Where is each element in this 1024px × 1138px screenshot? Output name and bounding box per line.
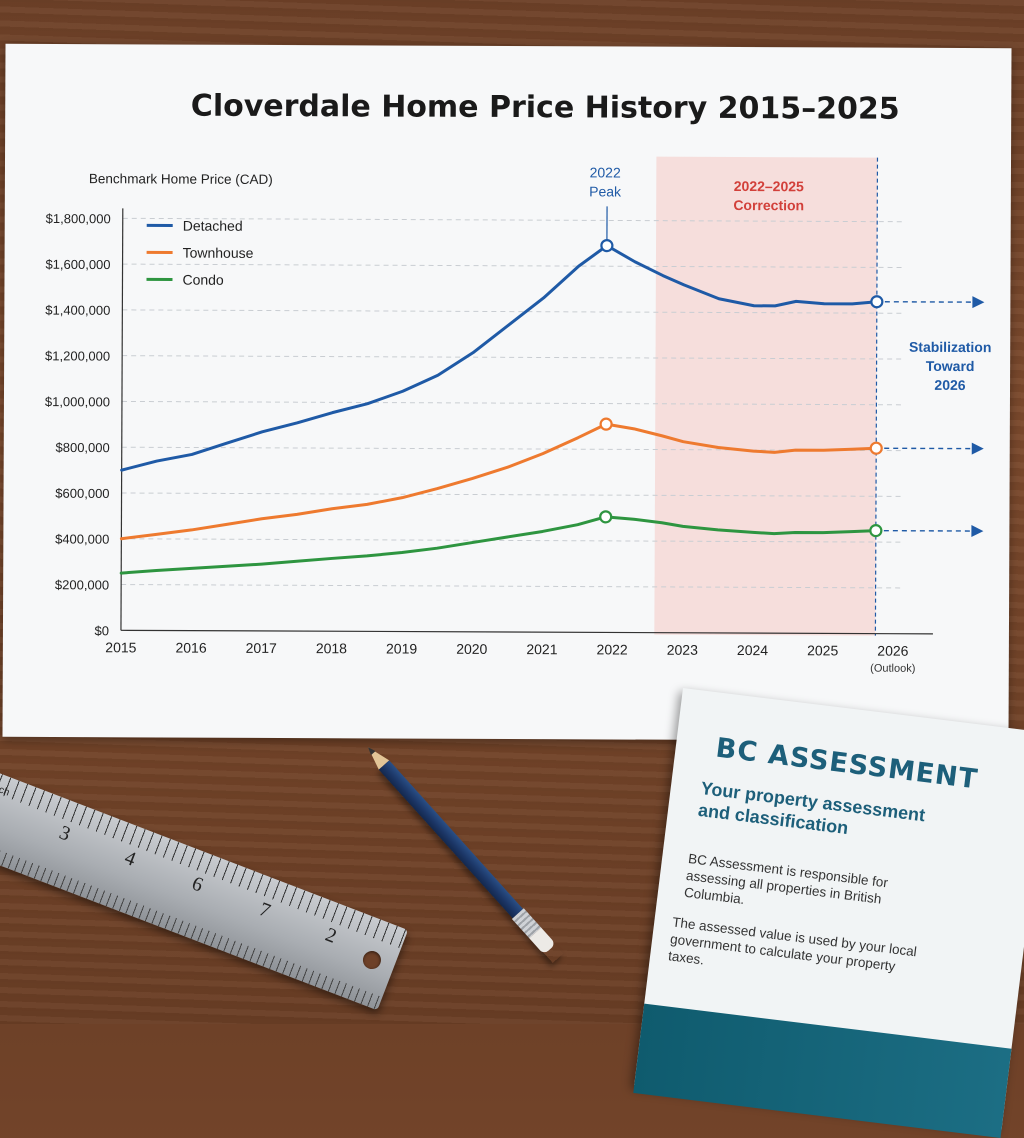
ruler-hole (360, 948, 383, 971)
y-tick-label: $400,000 (55, 531, 109, 546)
ruler-number: 4 (121, 847, 139, 872)
y-axis (121, 208, 123, 630)
peak-marker-townhouse (601, 419, 612, 430)
y-tick-label: $1,800,000 (46, 211, 111, 226)
x-tick-label: 2024 (737, 642, 768, 658)
x-tick-label: 2025 (807, 642, 838, 658)
y-tick-label: $1,200,000 (45, 348, 110, 363)
peak-marker-detached (601, 240, 612, 251)
end-marker-townhouse (871, 443, 882, 454)
x-tick-label: 2021 (526, 641, 557, 657)
ruler-number: 2 (322, 924, 340, 949)
x-tick-label: 2015 (105, 639, 136, 655)
ruler-number: 6 (188, 872, 206, 897)
x-tick-label: 2026 (877, 643, 908, 659)
y-tick-label: $200,000 (55, 577, 109, 592)
y-tick-label: $600,000 (55, 486, 109, 501)
ruler-number: 3 (56, 822, 74, 847)
outlook-arrowhead (972, 443, 984, 455)
y-tick-label: $800,000 (55, 440, 109, 455)
x-tick-label: 2018 (316, 640, 347, 656)
end-marker-condo (870, 525, 881, 536)
end-marker-detached (871, 296, 882, 307)
outlook-arrowhead (971, 525, 983, 537)
x-tick-label: 2016 (175, 640, 206, 656)
legend-label: Condo (182, 272, 224, 288)
booklet-paragraph: The assessed value is used by your local… (667, 914, 921, 995)
y-tick-label: $0 (94, 623, 109, 638)
price-history-chart: $0 $200,000 $400,000 $600,000 $800,000 $1,000… (2, 44, 1011, 741)
chart-title: Cloverdale Home Price History 2015–2025 (191, 89, 900, 127)
legend-label: Detached (183, 218, 243, 234)
legend-label: Townhouse (183, 245, 254, 261)
x-tick-label: 2023 (667, 642, 698, 658)
outlook-arrowhead (972, 296, 984, 308)
correction-region (654, 157, 877, 636)
bc-assessment-booklet: BC ASSESSMENT Your property assessment a… (634, 688, 1024, 1130)
x-tick-label: 2017 (246, 640, 277, 656)
x-tick-label: 2020 (456, 641, 487, 657)
booklet-paragraph: BC Assessment is responsible for assessi… (683, 850, 927, 930)
y-tick-label: $1,000,000 (45, 394, 110, 409)
chart-paper: $0 $200,000 $400,000 $600,000 $800,000 $1,000… (2, 44, 1011, 741)
ruler-number: 7 (256, 898, 274, 923)
x-tick-label: 2022 (597, 641, 628, 657)
x-tick-note: (Outlook) (870, 663, 915, 675)
x-tick-label: 2019 (386, 640, 417, 656)
y-axis-title: Benchmark Home Price (CAD) (89, 171, 273, 187)
peak-marker-condo (600, 511, 611, 522)
y-tick-label: $1,400,000 (45, 303, 110, 318)
y-tick-label: $1,600,000 (45, 257, 110, 272)
